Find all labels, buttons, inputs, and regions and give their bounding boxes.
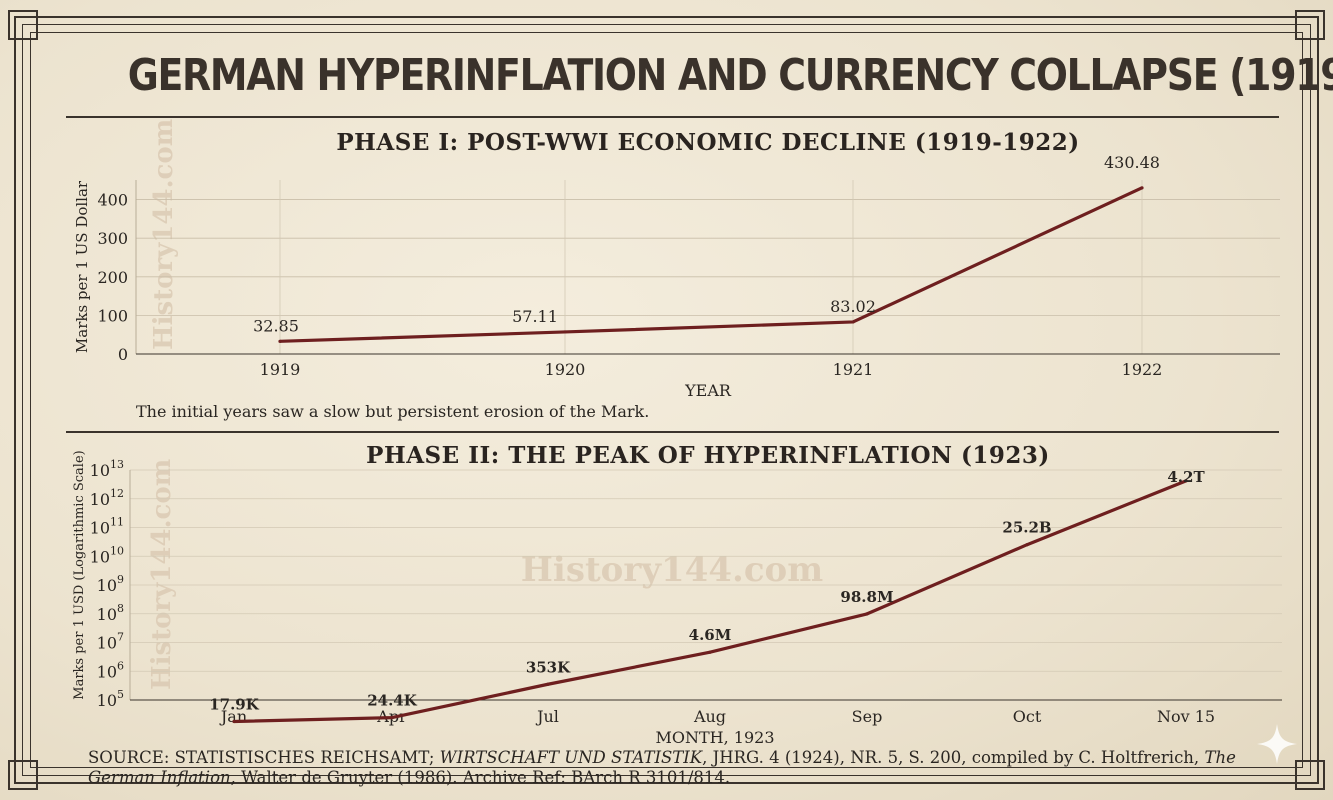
x-tick-label: 1921 bbox=[833, 360, 874, 379]
y-axis-label: Marks per 1 USD (Logarithmic Scale) bbox=[72, 450, 87, 699]
y-tick-label: 1011 bbox=[90, 516, 124, 538]
y-tick-label: 105 bbox=[97, 688, 124, 710]
x-tick-label: Aug bbox=[693, 707, 726, 726]
x-tick-label: Nov 15 bbox=[1157, 707, 1215, 726]
chart-2-title: PHASE II: THE PEAK OF HYPERINFLATION (19… bbox=[366, 442, 1050, 469]
chart-1-caption: The initial years saw a slow but persist… bbox=[136, 402, 649, 421]
data-label: 4.2T bbox=[1167, 468, 1205, 486]
x-tick-label: 1920 bbox=[545, 360, 586, 379]
watermark-center: History144.com bbox=[521, 550, 823, 590]
data-label: 98.8M bbox=[840, 588, 893, 606]
data-point bbox=[563, 330, 567, 334]
y-tick-label: 200 bbox=[97, 268, 128, 287]
data-label: 430.48 bbox=[1104, 153, 1160, 172]
corner-ornament-br bbox=[1295, 760, 1325, 790]
data-point bbox=[546, 682, 550, 686]
data-label: 353K bbox=[526, 658, 571, 676]
watermark-vertical-2: History144.com bbox=[147, 459, 177, 690]
x-tick-label: Jul bbox=[535, 707, 559, 726]
data-label: 32.85 bbox=[253, 316, 299, 335]
section-rule bbox=[66, 431, 1279, 433]
corner-ornament-bl bbox=[8, 760, 38, 790]
y-tick-label: 0 bbox=[118, 345, 128, 364]
chart-1-title: PHASE I: POST-WWI ECONOMIC DECLINE (1919… bbox=[336, 129, 1079, 156]
corner-ornament-tl bbox=[8, 10, 38, 40]
data-point bbox=[232, 719, 236, 724]
data-label: 24.4K bbox=[367, 692, 418, 710]
source-citation: SOURCE: STATISTISCHES REICHSAMT; WIRTSCH… bbox=[88, 748, 1268, 788]
y-tick-label: 1010 bbox=[90, 544, 124, 566]
source-suffix: , Walter de Gruyter (1986). Archive Ref:… bbox=[230, 768, 731, 787]
data-point bbox=[865, 612, 869, 616]
data-point bbox=[708, 650, 712, 654]
data-point bbox=[851, 320, 855, 324]
source-prefix: SOURCE: STATISTISCHES REICHSAMT; bbox=[88, 748, 440, 767]
x-tick-label: Oct bbox=[1013, 707, 1042, 726]
x-axis-label: MONTH, 1923 bbox=[655, 728, 774, 747]
data-point bbox=[1140, 186, 1144, 190]
watermark-vertical-1: History144.com bbox=[149, 119, 179, 350]
data-point bbox=[278, 339, 282, 343]
y-tick-label: 106 bbox=[97, 659, 124, 681]
series-line bbox=[279, 186, 1143, 343]
y-tick-label: 1012 bbox=[90, 487, 124, 509]
data-label: 4.6M bbox=[689, 626, 732, 644]
data-label: 17.9K bbox=[209, 695, 260, 713]
y-tick-label: 1013 bbox=[90, 458, 124, 480]
corner-ornament-tr bbox=[1295, 10, 1325, 40]
x-tick-label: 1919 bbox=[260, 360, 301, 379]
source-book: The German Inflation bbox=[88, 748, 1236, 787]
series-line bbox=[233, 479, 1187, 724]
data-point bbox=[390, 716, 394, 720]
source-middle: , JHRG. 4 (1924), NR. 5, S. 200, compile… bbox=[702, 748, 1205, 767]
data-label: 25.2B bbox=[1002, 519, 1051, 537]
y-tick-label: 100 bbox=[97, 306, 128, 325]
y-tick-label: 108 bbox=[97, 602, 124, 624]
data-point bbox=[1184, 479, 1188, 483]
x-tick-label: Sep bbox=[852, 707, 883, 726]
y-tick-label: 400 bbox=[97, 191, 128, 210]
title-rule bbox=[66, 116, 1279, 118]
y-tick-label: 107 bbox=[97, 631, 124, 653]
main-title: GERMAN HYPERINFLATION AND CURRENCY COLLA… bbox=[127, 50, 1333, 101]
x-tick-label: 1922 bbox=[1122, 360, 1163, 379]
y-tick-label: 300 bbox=[97, 229, 128, 248]
data-label: 83.02 bbox=[830, 297, 876, 316]
source-journal: WIRTSCHAFT UND STATISTIK bbox=[439, 748, 703, 767]
x-axis-label: YEAR bbox=[684, 381, 732, 400]
y-axis-label: Marks per 1 US Dollar bbox=[73, 180, 91, 353]
data-point bbox=[1025, 543, 1029, 547]
sparkle-icon bbox=[1257, 724, 1297, 764]
data-label: 57.11 bbox=[512, 307, 558, 326]
y-tick-label: 109 bbox=[97, 573, 124, 595]
